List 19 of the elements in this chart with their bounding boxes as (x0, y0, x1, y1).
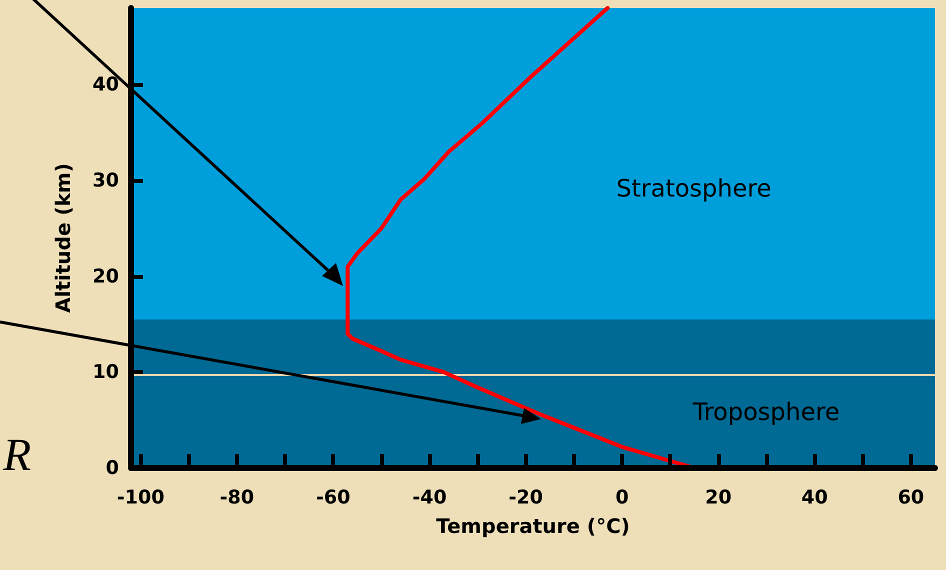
band-label: Troposphere (692, 398, 840, 426)
x-axis-title: Temperature (°C) (436, 514, 630, 538)
y-tick-label: 40 (92, 74, 119, 96)
x-tick-label: -100 (116, 486, 164, 508)
y-axis-title: Altitude (km) (51, 163, 75, 313)
y-tick-label: 30 (92, 170, 119, 192)
x-tick-label: 60 (898, 486, 924, 508)
y-tick-label: 0 (106, 457, 119, 479)
y-tick-label: 20 (92, 265, 119, 288)
x-tick-label: -40 (412, 486, 447, 508)
text: R (3, 428, 32, 481)
x-tick-label: -60 (316, 486, 350, 508)
x-tick-label: -20 (508, 486, 543, 508)
x-tick-label: 0 (615, 486, 629, 508)
x-tick-label: 40 (801, 486, 828, 508)
x-tick-label: -80 (220, 486, 254, 508)
x-tick-label: 20 (705, 486, 732, 508)
band-label: Stratosphere (616, 174, 772, 203)
y-tick-label: 10 (92, 361, 119, 384)
